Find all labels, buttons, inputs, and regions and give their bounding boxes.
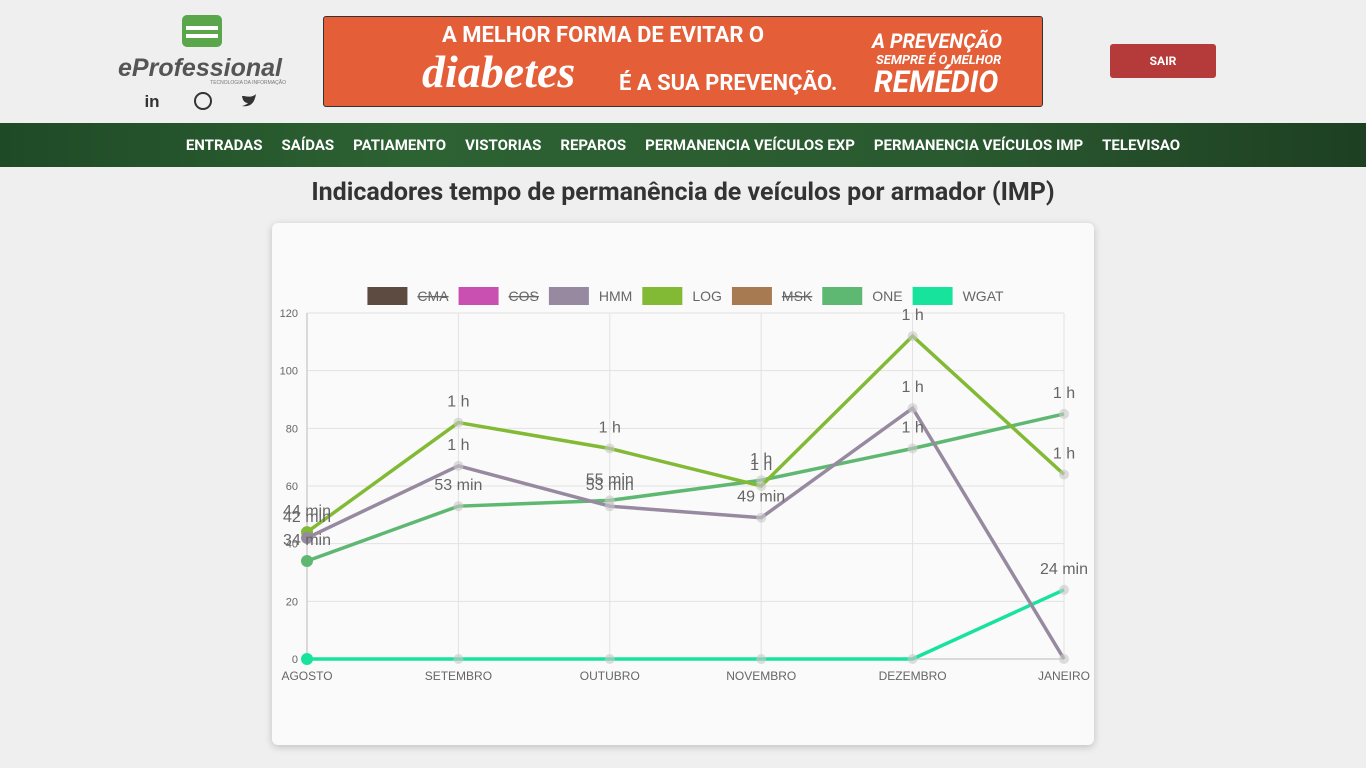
data-label: 55 min bbox=[586, 471, 634, 488]
nav-item[interactable]: ENTRADAS bbox=[185, 136, 263, 154]
nav-item[interactable]: PERMANENCIA VEÍCULOS EXP bbox=[645, 136, 855, 154]
data-label: 1 h bbox=[447, 437, 469, 454]
data-label: 24 min bbox=[1040, 561, 1088, 578]
legend-swatch bbox=[731, 287, 772, 305]
banner-slogan: SEMPRE É O MELHOR bbox=[876, 53, 1002, 68]
point bbox=[907, 331, 918, 342]
banner-slogan: A PREVENÇÃO bbox=[872, 29, 1003, 53]
x-tick-label: DEZEMBRO bbox=[879, 669, 947, 683]
x-tick-label: NOVEMBRO bbox=[726, 669, 796, 683]
legend-swatch bbox=[458, 287, 499, 305]
y-tick-label: 80 bbox=[286, 423, 298, 435]
nav-item[interactable]: SAÍDAS bbox=[281, 136, 335, 154]
data-label: 53 min bbox=[586, 477, 634, 494]
data-label: 42 min bbox=[283, 509, 331, 526]
point bbox=[756, 654, 767, 664]
nav-bar: ENTRADAS SAÍDAS PATIAMENTO VISTORIAS REPAROS… bbox=[0, 123, 1366, 167]
y-tick-label: 100 bbox=[280, 366, 298, 378]
point bbox=[1059, 584, 1069, 595]
data-label: 49 min bbox=[737, 489, 785, 506]
logout-button[interactable]: SAIR bbox=[1110, 44, 1216, 78]
point bbox=[453, 654, 464, 664]
twitter-icon[interactable] bbox=[242, 94, 256, 107]
data-label: 1 h bbox=[447, 394, 469, 411]
series-line bbox=[306, 405, 1066, 660]
nav-item[interactable]: PATIAMENTO bbox=[353, 136, 447, 154]
data-label: 44 min bbox=[283, 503, 331, 520]
logo-text: eProfessional bbox=[118, 54, 283, 82]
point bbox=[453, 417, 464, 428]
legend-swatch bbox=[367, 287, 408, 305]
y-tick-label: 20 bbox=[286, 596, 298, 608]
banner-highlight: diabetes bbox=[422, 46, 576, 97]
legend-swatch bbox=[912, 287, 953, 305]
point bbox=[1059, 408, 1069, 419]
point bbox=[301, 653, 313, 665]
legend-label: HMM bbox=[599, 288, 632, 304]
point bbox=[756, 481, 767, 491]
point bbox=[907, 654, 918, 664]
data-label: 1 h bbox=[1053, 445, 1075, 462]
logo-icon-stripe bbox=[186, 26, 218, 30]
logo-tagline: TECNOLOGIA DA INFORMAÇÃO bbox=[210, 79, 286, 86]
series-line bbox=[307, 588, 1065, 661]
legend-label: LOG bbox=[692, 288, 722, 304]
y-tick-label: 0 bbox=[292, 654, 298, 666]
y-tick-label: 40 bbox=[286, 539, 298, 551]
legend-label: WGAT bbox=[963, 288, 1004, 304]
legend-swatch bbox=[642, 287, 683, 305]
logo: eProfessional TECNOLOGIA DA INFORMAÇÃO i… bbox=[118, 15, 286, 111]
point bbox=[604, 654, 615, 664]
x-tick-label: SETEMBRO bbox=[425, 669, 492, 683]
legend-label: CMA bbox=[417, 288, 449, 304]
nav-item[interactable]: REPAROS bbox=[560, 136, 627, 154]
data-label: 1 h bbox=[599, 420, 621, 437]
page-title: Indicadores tempo de permanência de veíc… bbox=[311, 178, 1055, 207]
point bbox=[907, 443, 918, 454]
series-line bbox=[305, 333, 1066, 534]
point bbox=[756, 512, 767, 523]
nav-item[interactable]: VISTORIAS bbox=[465, 136, 542, 154]
x-tick-label: OUTUBRO bbox=[580, 669, 640, 683]
y-tick-label: 120 bbox=[280, 308, 298, 320]
banner-slogan: REMÉDIO bbox=[874, 65, 999, 100]
data-label: 53 min bbox=[434, 477, 482, 494]
x-tick-label: AGOSTO bbox=[281, 669, 332, 683]
banner[interactable]: A MELHOR FORMA DE EVITAR O diabetes É A … bbox=[323, 16, 1043, 107]
data-label: 34 min bbox=[283, 532, 331, 549]
point bbox=[907, 403, 918, 414]
legend-label: COS bbox=[509, 288, 539, 304]
point bbox=[301, 531, 313, 544]
instagram-icon[interactable] bbox=[194, 92, 212, 110]
point bbox=[1059, 654, 1069, 664]
data-label: 1 h bbox=[901, 420, 923, 437]
x-tick-label: JANEIRO bbox=[1038, 669, 1090, 683]
data-label: 1 h bbox=[750, 451, 772, 468]
logo-icon-stripe bbox=[186, 34, 218, 38]
nav-item[interactable]: PERMANENCIA VEÍCULOS IMP bbox=[873, 136, 1084, 154]
legend-swatch bbox=[822, 287, 863, 305]
point bbox=[453, 460, 464, 471]
point bbox=[604, 443, 615, 454]
series-line bbox=[306, 412, 1065, 563]
logo-icon bbox=[182, 15, 222, 47]
point bbox=[301, 554, 313, 567]
point bbox=[453, 501, 464, 512]
point bbox=[1059, 469, 1069, 480]
nav-item[interactable]: TELEVISAO bbox=[1102, 136, 1181, 154]
y-tick-label: 60 bbox=[286, 481, 298, 493]
data-label: 1 h bbox=[750, 457, 772, 474]
legend-label: MSK bbox=[782, 288, 813, 304]
data-label: 1 h bbox=[901, 307, 923, 324]
banner-text: A MELHOR FORMA DE EVITAR O bbox=[442, 23, 765, 48]
banner-text: É A SUA PREVENÇÃO. bbox=[619, 71, 838, 96]
data-label: 1 h bbox=[901, 379, 923, 396]
legend-label: ONE bbox=[872, 288, 902, 304]
legend-swatch bbox=[548, 287, 589, 305]
data-label: 1 h bbox=[1053, 385, 1075, 402]
point bbox=[604, 501, 615, 512]
linkedin-icon[interactable]: in bbox=[144, 92, 159, 111]
